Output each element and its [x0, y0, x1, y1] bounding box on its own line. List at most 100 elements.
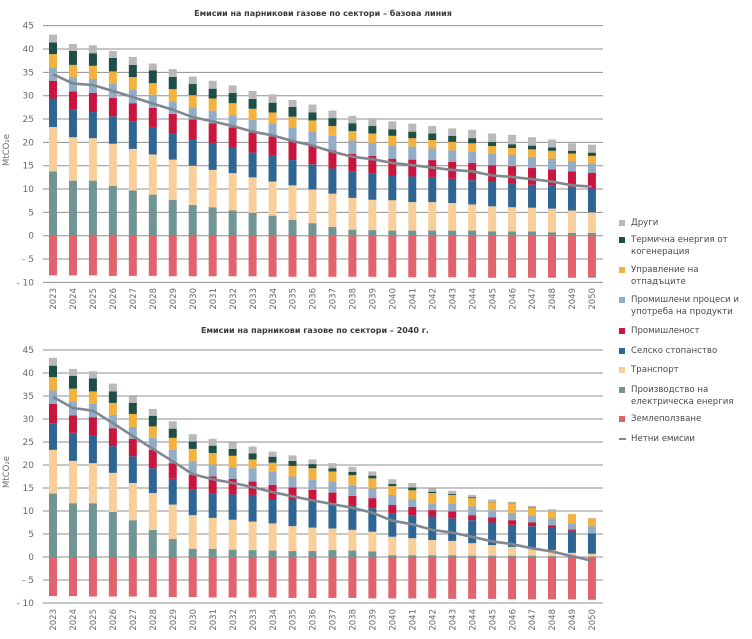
- bar-agriculture-2035: [288, 160, 297, 186]
- bar-land-use-2031: [208, 235, 217, 277]
- bar-ippu-2026: [108, 414, 117, 429]
- bar-land-use-2028: [148, 235, 157, 276]
- bar-transport-2040: [388, 200, 397, 231]
- bar-other-2031: [208, 80, 217, 89]
- bars: [49, 34, 596, 278]
- y-axis-label: MtCO₂e: [2, 456, 12, 488]
- bar-other-2048: [548, 509, 556, 512]
- bar-land-use-2041: [408, 557, 417, 599]
- bar-agriculture-2046: [508, 524, 517, 547]
- bar-industry-2032: [228, 478, 237, 495]
- legend-swatch-other: [619, 220, 625, 226]
- bar-power-2028: [148, 194, 157, 236]
- bar-transport-2040: [388, 536, 397, 556]
- y-tick-label: - 5: [22, 576, 34, 586]
- bar-agriculture-2042: [428, 516, 437, 540]
- x-tick-label: 2042: [428, 288, 438, 310]
- bar-other-2048: [548, 139, 556, 148]
- bar-industry-2033: [248, 132, 257, 153]
- bar-ippu-2043: [448, 503, 457, 512]
- bar-power-2033: [248, 550, 257, 557]
- bar-ippu-2041: [408, 499, 417, 507]
- bar-waste-2023: [49, 54, 57, 68]
- bar-chp-2025: [88, 378, 97, 392]
- bar-transport-2043: [448, 540, 457, 556]
- x-tick-label: 2028: [149, 288, 159, 310]
- bar-waste-2048: [548, 511, 556, 519]
- x-tick-label: 2039: [369, 288, 379, 310]
- bar-transport-2045: [488, 206, 497, 232]
- bar-chp-2024: [68, 50, 77, 65]
- bar-industry-2040: [388, 158, 397, 176]
- bar-other-2040: [388, 121, 397, 130]
- bar-transport-2039: [368, 199, 377, 231]
- bar-transport-2046: [508, 546, 517, 556]
- bar-transport-2029: [168, 504, 177, 540]
- bar-other-2029: [168, 69, 177, 78]
- bar-power-2038: [348, 550, 357, 557]
- bar-industry-2030: [188, 474, 197, 490]
- bar-power-2039: [368, 230, 377, 236]
- bar-power-2025: [88, 503, 97, 557]
- bar-ippu-2029: [168, 449, 177, 464]
- bar-other-2039: [368, 118, 377, 127]
- x-tick-label: 2046: [508, 288, 518, 310]
- bar-power-2039: [368, 551, 377, 557]
- bar-agriculture-2023: [49, 98, 57, 127]
- bar-ippu-2041: [408, 146, 417, 160]
- x-tick-label: 2032: [229, 288, 239, 310]
- bar-industry-2023: [49, 80, 57, 99]
- bar-transport-2043: [448, 203, 457, 231]
- bar-ippu-2038: [348, 484, 357, 496]
- y-tick-label: 20: [23, 138, 35, 148]
- bar-agriculture-2049: [567, 530, 576, 553]
- bar-transport-2046: [508, 207, 517, 232]
- bar-chp-2043: [448, 135, 457, 142]
- bar-ippu-2040: [388, 494, 397, 506]
- bar-agriculture-2038: [348, 171, 357, 198]
- bar-waste-2030: [188, 448, 197, 461]
- bar-transport-2027: [128, 482, 137, 521]
- net-emissions-line: [52, 73, 592, 188]
- bar-transport-2042: [428, 539, 437, 556]
- bar-transport-2044: [468, 543, 477, 556]
- bar-other-2038: [348, 466, 357, 472]
- x-tick-label: 2048: [548, 288, 558, 310]
- y-tick-label: 15: [23, 162, 34, 172]
- x-tick-label: 2024: [69, 609, 79, 631]
- x-tick-label: 2041: [408, 609, 418, 631]
- bar-other-2042: [428, 126, 437, 134]
- legend-label: Нетни емисии: [631, 434, 695, 444]
- bar-other-2030: [188, 76, 197, 85]
- bar-power-2043: [448, 230, 457, 236]
- legend-swatch-power: [619, 387, 625, 393]
- bar-chp-2049: [567, 150, 576, 154]
- bar-land-use-2048: [548, 235, 556, 278]
- bar-ippu-2048: [548, 518, 556, 526]
- bar-other-2036: [308, 459, 317, 465]
- bar-transport-2024: [68, 460, 77, 504]
- bar-industry-2047: [528, 168, 537, 185]
- legend-label: Транспорт: [631, 365, 679, 375]
- bar-waste-2040: [388, 135, 397, 146]
- bar-power-2025: [88, 180, 97, 236]
- bar-chp-2030: [188, 441, 197, 449]
- bar-industry-2026: [108, 428, 117, 447]
- legend-swatch-agriculture: [619, 348, 625, 354]
- bar-transport-2049: [567, 210, 576, 233]
- bar-power-2048: [548, 556, 556, 557]
- bar-other-2025: [88, 45, 97, 54]
- x-tick-label: 2043: [448, 609, 458, 631]
- x-tick-label: 2031: [209, 288, 219, 310]
- bar-waste-2031: [208, 453, 217, 465]
- x-tick-label: 2036: [309, 609, 319, 631]
- x-tick-label: 2038: [349, 609, 359, 631]
- legend-swatch-land-use: [619, 416, 625, 422]
- bar-land-use-2036: [308, 235, 317, 277]
- bar-power-2037: [328, 226, 337, 236]
- bar-land-use-2039: [368, 557, 377, 599]
- bar-agriculture-2037: [328, 168, 337, 194]
- bar-industry-2036: [308, 489, 317, 500]
- bar-other-2044: [468, 129, 477, 139]
- bar-chp-2044: [468, 138, 477, 144]
